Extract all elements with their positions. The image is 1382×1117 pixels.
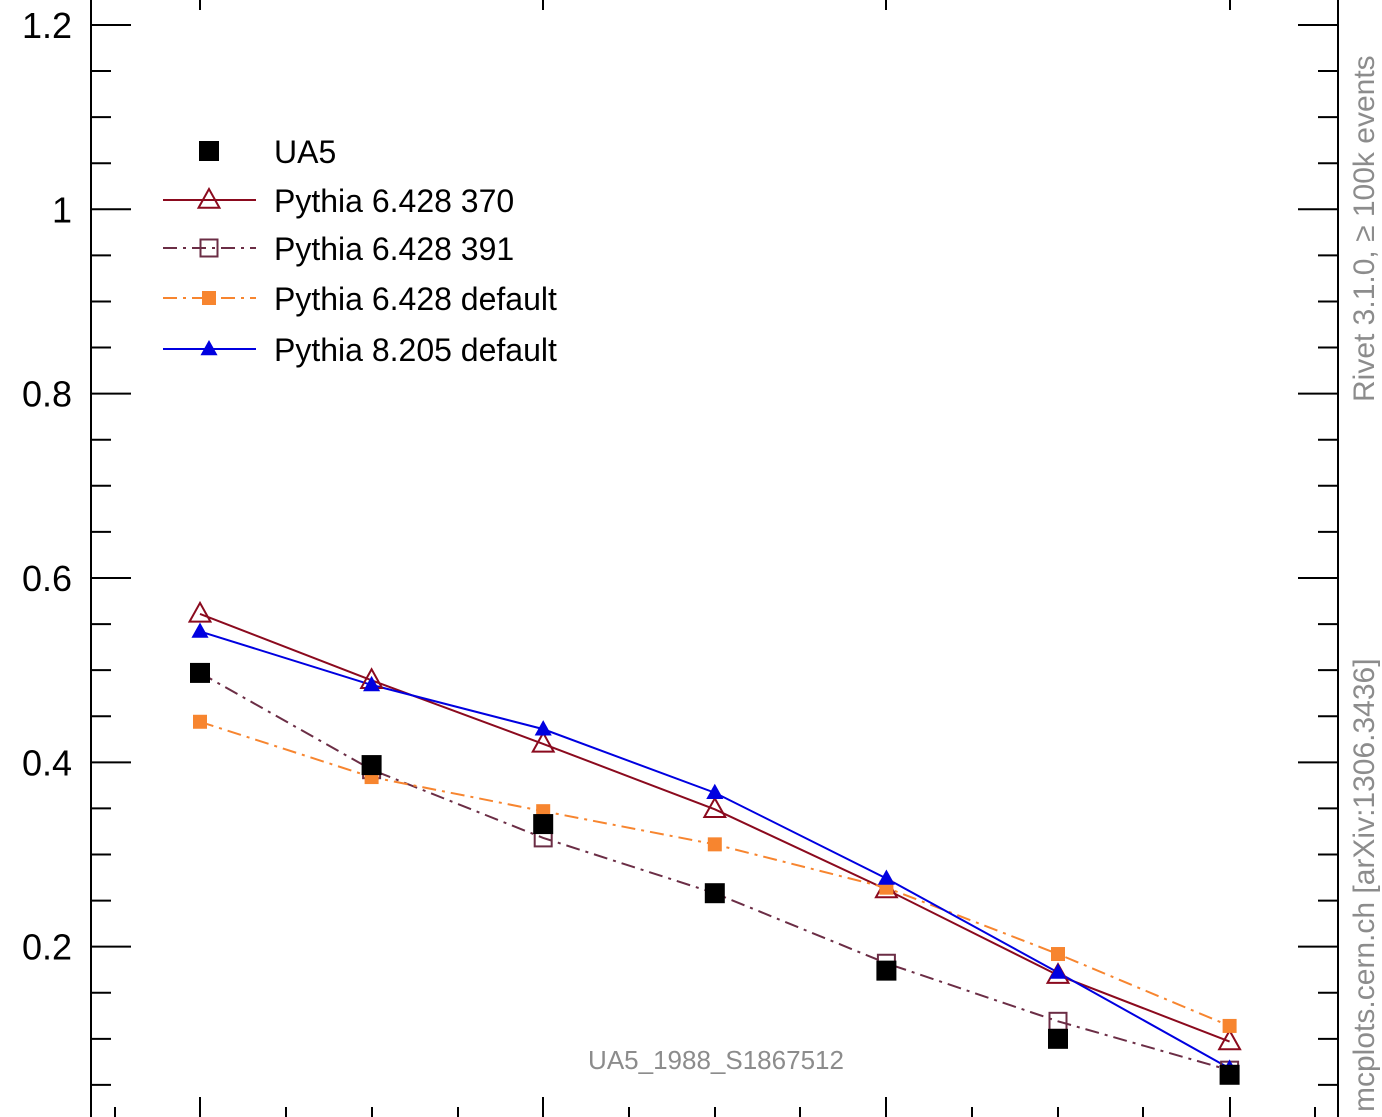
y-tick-label: 1: [52, 189, 72, 230]
data-point-ua5: [704, 883, 725, 904]
y-tick-label: 0.8: [22, 374, 72, 415]
data-point-pythia-6-428-default: [1222, 1018, 1237, 1033]
series-line-pythia-6-428-default: [199, 720, 1230, 1027]
rivet-label: Rivet 3.1.0, ≥ 100k events: [1348, 55, 1381, 402]
data-point-pythia-6-428-370: [187, 600, 213, 623]
legend-marker: [199, 238, 219, 258]
y-tick-labels: 0.2 0.4 0.6 0.8 1 1.2: [22, 5, 72, 968]
mcplots-label: mcplots.cern.ch [arXiv:1306.3436]: [1348, 658, 1381, 1112]
series-line-pythia-6-428-391: [199, 672, 1230, 1072]
legend-label: Pythia 6.428 default: [274, 281, 557, 317]
legend-label: Pythia 8.205 default: [274, 332, 557, 368]
series-line-pythia-6-428-370: [199, 612, 1230, 1043]
data-point-pythia-8-205-default: [877, 869, 895, 885]
legend: UA5 Pythia 6.428 370 Pythia 6.428 391 Pythi…: [163, 134, 557, 368]
data-point-pythia-8-205-default: [1049, 963, 1067, 979]
legend-marker: [200, 340, 218, 356]
y-tick-label: 0.2: [22, 927, 72, 968]
legend-marker: [196, 186, 222, 209]
series-markers: [187, 600, 1242, 1085]
data-point-pythia-6-428-370: [531, 730, 556, 753]
legend-marker: [199, 141, 219, 161]
data-point-pythia-6-428-default: [193, 714, 207, 729]
data-point-pythia-8-205-default: [706, 783, 724, 800]
legend-label: Pythia 6.428 370: [274, 183, 514, 219]
data-point-pythia-6-428-370: [702, 796, 727, 819]
data-point-ua5: [876, 960, 897, 981]
data-point-ua5: [533, 814, 554, 835]
data-point-pythia-8-205-default: [534, 720, 552, 736]
data-point-ua5: [190, 662, 210, 683]
plot-frame: [90, 0, 1339, 1117]
ticks: [91, 0, 1338, 1117]
data-point-pythia-8-205-default: [363, 675, 381, 692]
data-point-ua5: [361, 755, 382, 776]
y-tick-label: 0.6: [22, 558, 72, 599]
data-point-ua5: [1219, 1064, 1240, 1085]
data-point-ua5: [1048, 1028, 1068, 1049]
data-point-pythia-6-428-default: [707, 837, 722, 852]
legend-label: UA5: [274, 134, 336, 170]
plot-annotation: UA5_1988_S1867512: [588, 1045, 844, 1075]
data-point-pythia-8-205-default: [191, 622, 209, 638]
legend-label: Pythia 6.428 391: [274, 231, 514, 267]
y-tick-label: 0.4: [22, 742, 72, 783]
data-point-pythia-6-428-default: [1051, 947, 1065, 962]
data-point-pythia-6-428-370: [1217, 1028, 1242, 1051]
legend-marker: [202, 291, 216, 305]
y-tick-label: 1.2: [22, 5, 72, 46]
